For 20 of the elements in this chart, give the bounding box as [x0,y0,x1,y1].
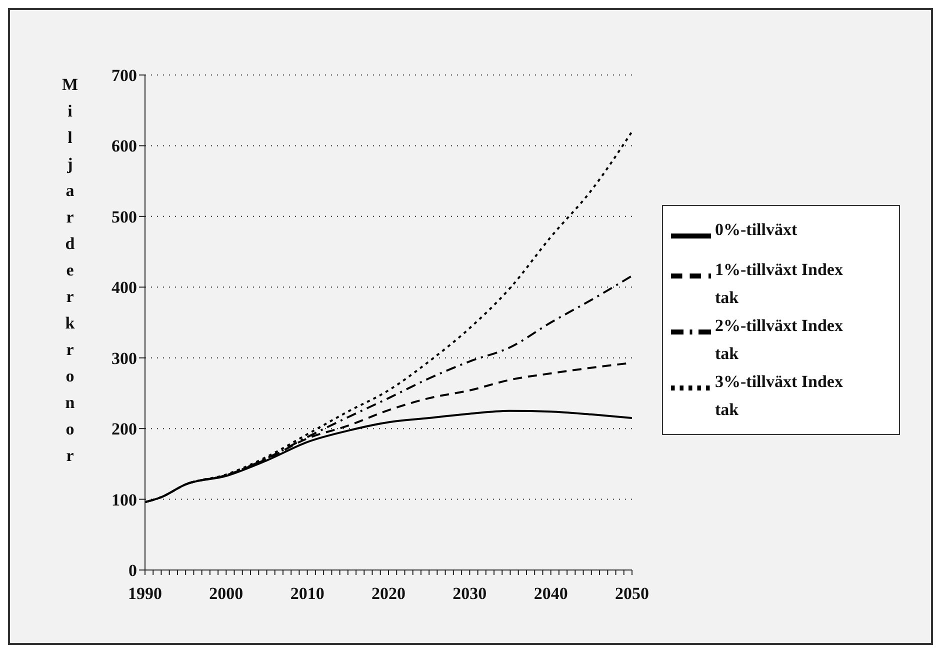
y-tick-label: 100 [112,490,137,510]
y-tick-label: 500 [112,207,137,226]
y-tick-label: 700 [112,66,137,86]
y-tick-label: 400 [112,278,137,298]
x-tick-label: 2040 [534,584,568,604]
x-tick-label: 2030 [452,584,487,604]
legend-label: 1%-tillväxt Index tak [715,259,844,309]
legend-label: 3%-tillväxt Index tak [715,371,844,421]
x-tick-label: 1990 [128,584,162,604]
legend-label: 0%-tillväxt [715,219,798,241]
x-tick-label: 2010 [290,584,324,604]
x-tick-label: 2050 [615,584,649,604]
y-tick-label: 300 [112,348,137,368]
text: Miljarder kronor [62,75,78,465]
x-tick-label: 2000 [209,584,244,604]
y-tick-label: 600 [112,136,137,156]
y-tick-label: 0 [128,561,137,580]
x-tick-label: 2020 [372,584,406,604]
y-tick-label: 200 [112,420,137,439]
legend-label: 2%-tillväxt Index tak [715,315,844,365]
